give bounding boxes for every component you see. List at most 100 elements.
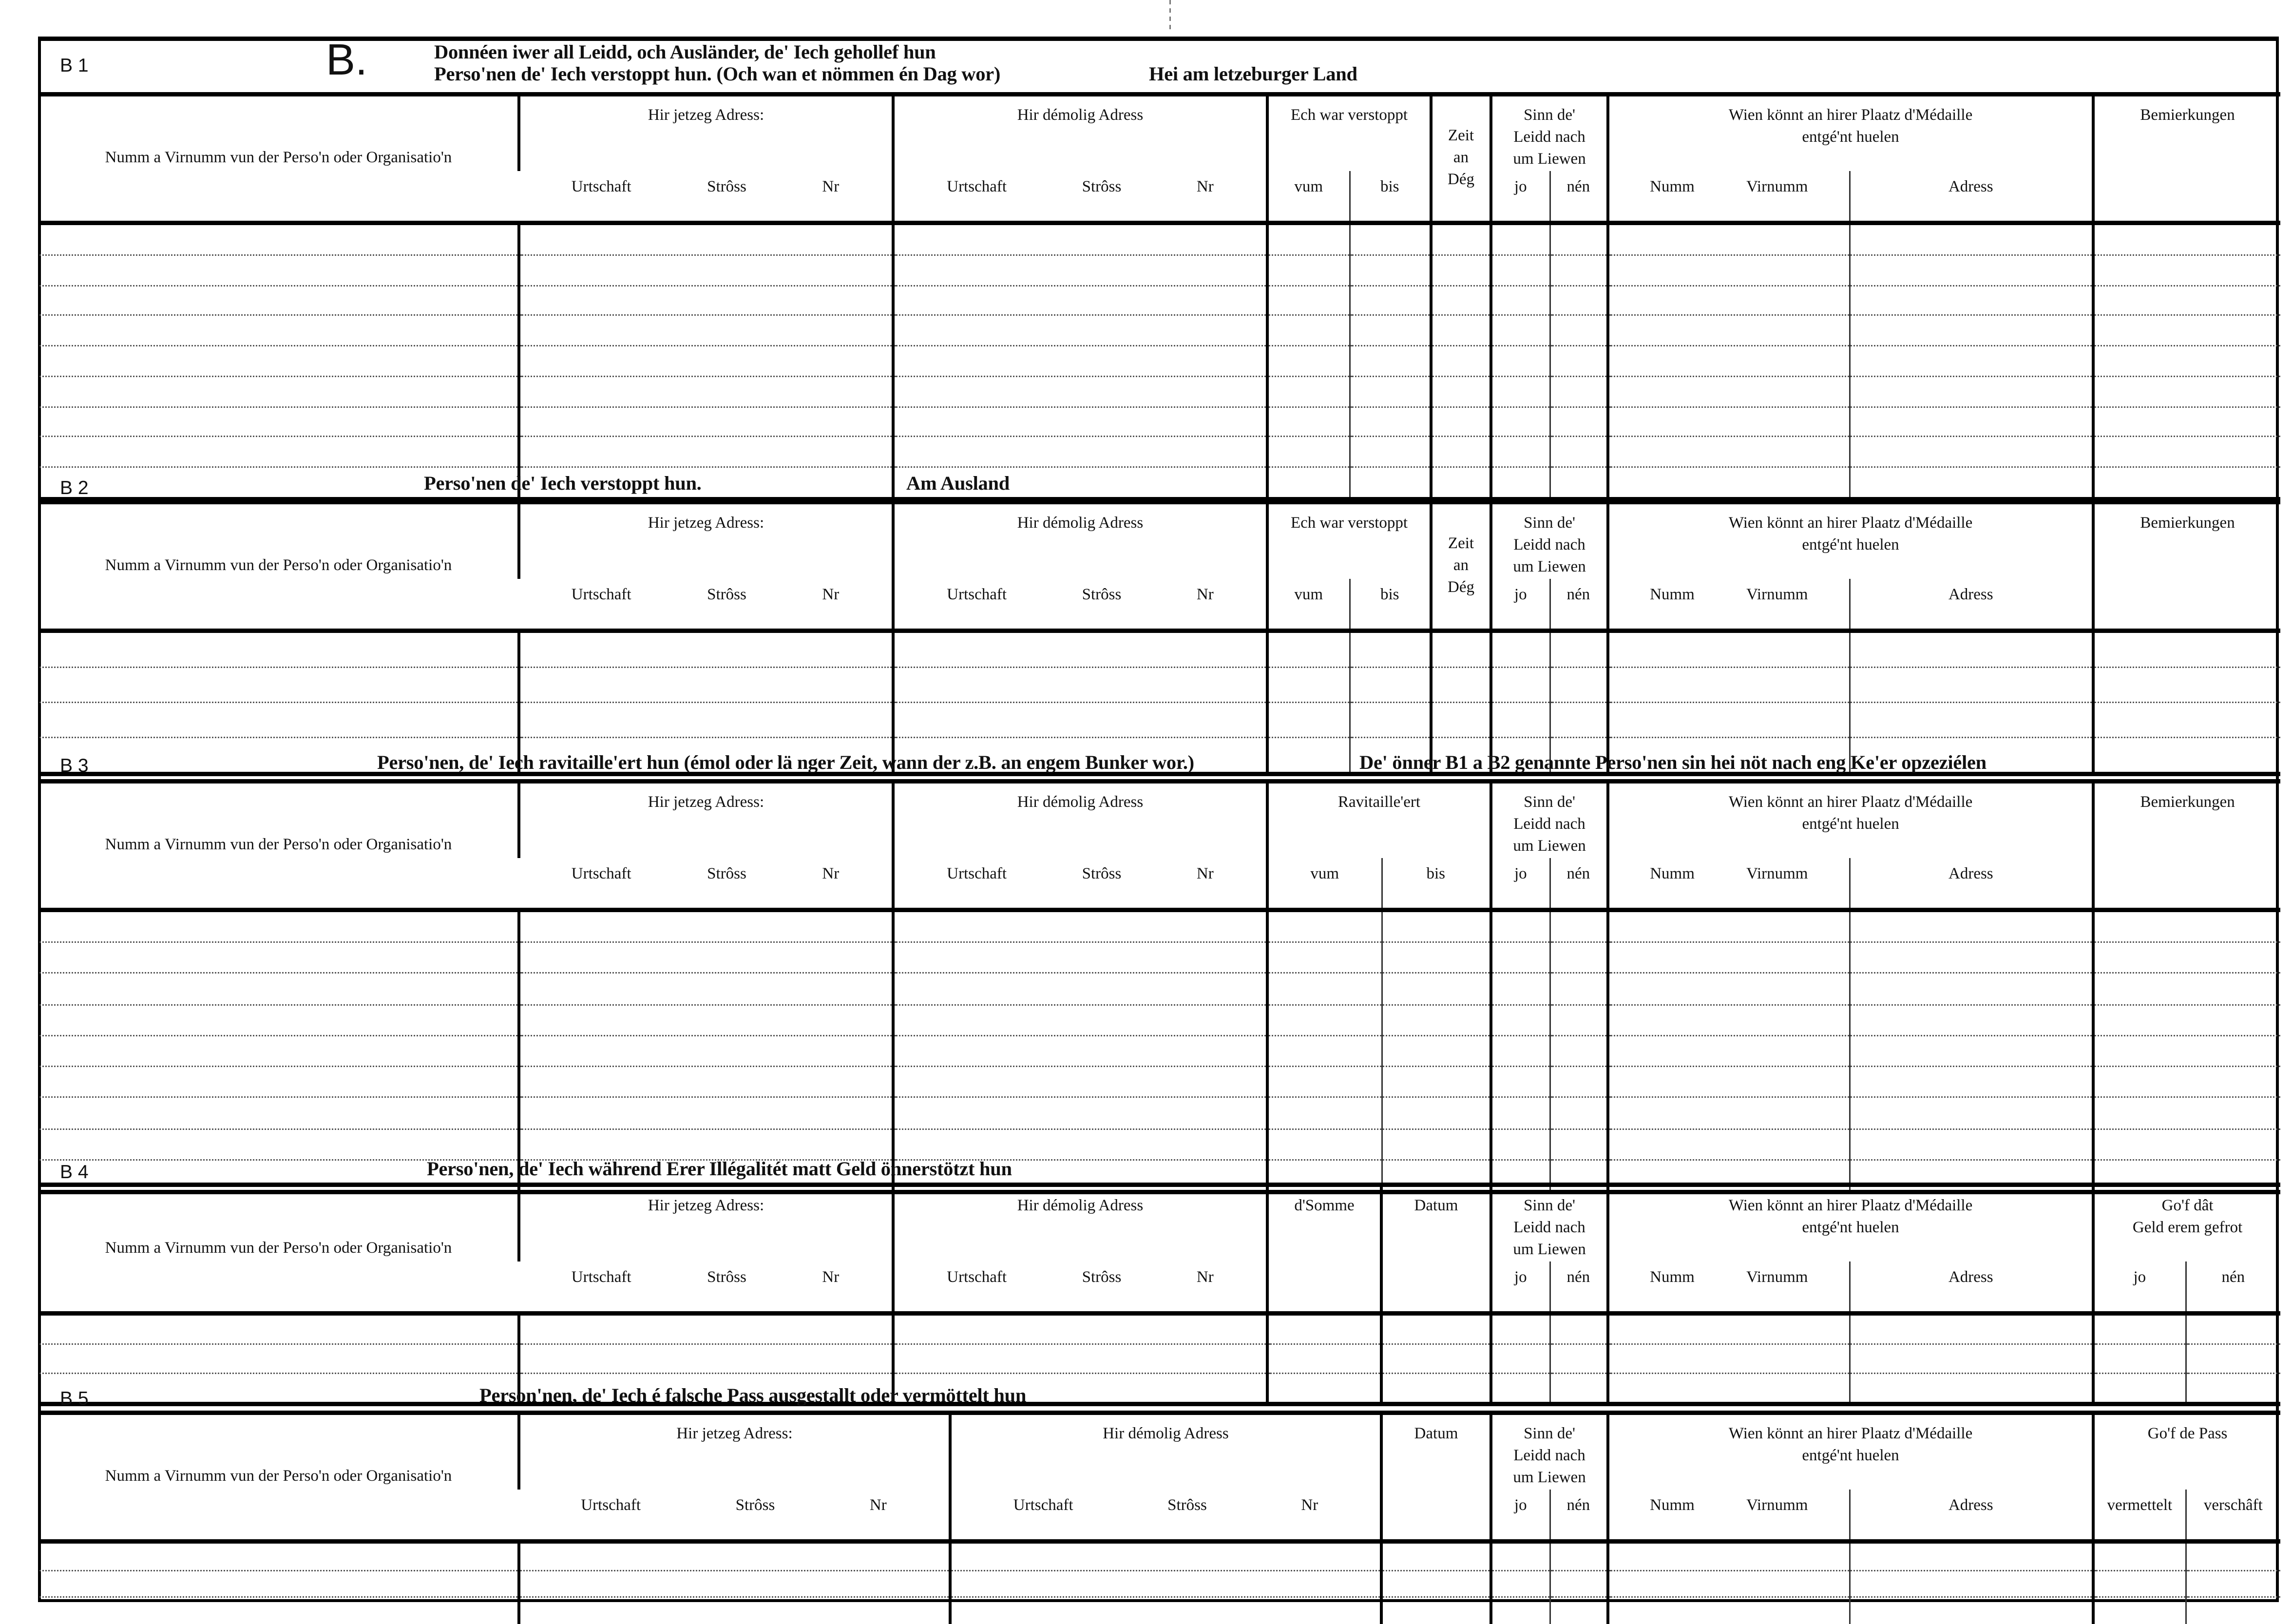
entry-cell[interactable] [39,315,519,347]
entry-cell[interactable] [1606,1128,1850,1161]
entry-cell[interactable] [1848,345,2094,377]
entry-cell[interactable] [1606,1066,1850,1098]
entry-cell[interactable] [1490,254,1549,286]
entry-cell[interactable] [2092,1541,2186,1571]
entry-cell[interactable] [1430,667,1491,703]
entry-cell[interactable] [39,973,519,1005]
entry-cell[interactable] [1490,345,1549,377]
entry-cell[interactable] [892,973,1267,1005]
entry-cell[interactable] [1606,406,1850,438]
entry-cell[interactable] [517,315,893,347]
entry-cell[interactable] [1266,667,1349,703]
entry-cell[interactable] [517,254,893,286]
entry-cell[interactable] [1266,254,1349,286]
entry-cell[interactable] [892,1313,1267,1345]
entry-cell[interactable] [517,376,893,407]
entry-cell[interactable] [39,702,519,738]
entry-cell[interactable] [1348,667,1431,703]
entry-cell[interactable] [39,1035,519,1068]
entry-cell[interactable] [1380,1373,1491,1402]
entry-cell[interactable] [1490,223,1549,256]
entry-cell[interactable] [1548,1035,1608,1068]
entry-cell[interactable] [1380,1097,1491,1129]
entry-cell[interactable] [892,315,1267,347]
entry-cell[interactable] [1266,1313,1381,1345]
entry-cell[interactable] [2092,345,2281,377]
entry-cell[interactable] [1348,467,1431,497]
entry-cell[interactable] [1606,1097,1850,1129]
entry-cell[interactable] [1548,467,1608,497]
entry-cell[interactable] [1490,1373,1549,1402]
entry-cell[interactable] [892,437,1267,468]
entry-cell[interactable] [1266,1097,1381,1129]
entry-cell[interactable] [1548,1128,1608,1161]
entry-cell[interactable] [1430,376,1491,407]
entry-cell[interactable] [2092,1570,2186,1598]
entry-cell[interactable] [1380,1313,1491,1345]
entry-cell[interactable] [2092,285,2281,316]
entry-cell[interactable] [1380,910,1491,943]
entry-cell[interactable] [1548,1541,1608,1571]
entry-cell[interactable] [2092,1066,2281,1098]
entry-cell[interactable] [1548,702,1608,738]
entry-cell[interactable] [1348,406,1431,438]
entry-cell[interactable] [1606,1344,1850,1374]
entry-cell[interactable] [1490,315,1549,347]
entry-cell[interactable] [892,702,1267,738]
entry-cell[interactable] [39,254,519,286]
entry-cell[interactable] [2092,437,2281,468]
entry-cell[interactable] [949,1541,1381,1571]
entry-cell[interactable] [1430,285,1491,316]
entry-cell[interactable] [517,1004,893,1036]
entry-cell[interactable] [1266,702,1349,738]
entry-cell[interactable] [517,1373,893,1402]
entry-cell[interactable] [2092,1097,2281,1129]
entry-cell[interactable] [1380,942,1491,974]
entry-cell[interactable] [517,1097,893,1129]
entry-cell[interactable] [2092,702,2281,738]
entry-cell[interactable] [1848,910,2094,943]
entry-cell[interactable] [1848,1128,2094,1161]
entry-cell[interactable] [892,376,1267,407]
entry-cell[interactable] [1606,1313,1850,1345]
entry-cell[interactable] [1490,1313,1549,1345]
entry-cell[interactable] [2092,1313,2186,1345]
entry-cell[interactable] [1348,737,1431,772]
entry-cell[interactable] [1490,1128,1550,1161]
entry-cell[interactable] [2092,1373,2186,1402]
entry-cell[interactable] [1606,667,1850,703]
entry-cell[interactable] [39,1097,519,1129]
entry-cell[interactable] [1266,910,1381,943]
entry-cell[interactable] [1606,910,1850,943]
entry-cell[interactable] [39,910,519,943]
entry-cell[interactable] [1348,285,1431,316]
entry-cell[interactable] [39,1344,519,1374]
entry-cell[interactable] [2092,1035,2281,1068]
entry-cell[interactable] [1490,1097,1550,1129]
entry-cell[interactable] [1848,1097,2094,1129]
entry-cell[interactable] [39,667,519,703]
entry-cell[interactable] [1490,1066,1550,1098]
entry-cell[interactable] [1848,630,2094,668]
entry-cell[interactable] [1548,223,1608,256]
entry-cell[interactable] [1606,1373,1850,1402]
entry-cell[interactable] [1606,1004,1850,1036]
entry-cell[interactable] [892,1097,1267,1129]
entry-cell[interactable] [1490,910,1550,943]
entry-cell[interactable] [1848,1373,2094,1402]
entry-cell[interactable] [1490,667,1549,703]
entry-cell[interactable] [1848,223,2094,256]
entry-cell[interactable] [1490,942,1550,974]
entry-cell[interactable] [1380,1570,1491,1598]
entry-cell[interactable] [39,1004,519,1036]
entry-cell[interactable] [1266,1344,1381,1374]
entry-cell[interactable] [1848,437,2094,468]
entry-cell[interactable] [1348,630,1431,668]
entry-cell[interactable] [1490,437,1549,468]
entry-cell[interactable] [1430,345,1491,377]
entry-cell[interactable] [1490,630,1549,668]
entry-cell[interactable] [1380,1035,1491,1068]
entry-cell[interactable] [1430,702,1491,738]
entry-cell[interactable] [1380,973,1491,1005]
entry-cell[interactable] [1490,1541,1549,1571]
